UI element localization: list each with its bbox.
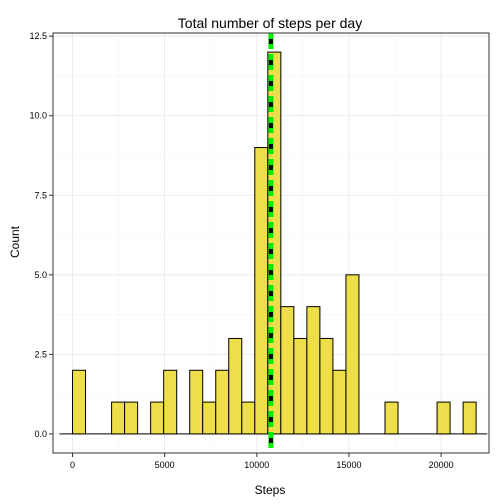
- histogram-bar: [72, 369, 87, 435]
- x-tick-label: 0: [70, 460, 75, 470]
- y-tick-label: 12.5: [29, 31, 47, 41]
- histogram-bar: [280, 306, 295, 435]
- histogram-bar: [228, 337, 243, 435]
- chart-title: Total number of steps per day: [178, 15, 362, 31]
- y-tick-label: 0.0: [34, 429, 47, 439]
- axes: 0 5000 10000 15000 20000 0.0 2.5 5.0 7.5 10.0 12.5: [29, 31, 453, 470]
- histogram-bars: [72, 51, 477, 435]
- x-tick-label: 10000: [244, 460, 269, 470]
- histogram-bar: [202, 401, 217, 435]
- histogram-bar: [150, 401, 165, 435]
- y-axis-label: Count: [8, 225, 22, 258]
- histogram-bar: [163, 369, 178, 435]
- histogram-bar: [124, 401, 139, 435]
- histogram-bar: [254, 147, 269, 435]
- histogram-bar: [241, 401, 256, 435]
- x-tick-label: 15000: [336, 460, 361, 470]
- x-tick-label: 20000: [429, 460, 454, 470]
- histogram-bar: [111, 401, 126, 435]
- y-tick-label: 10.0: [29, 111, 47, 121]
- histogram-bar: [462, 401, 477, 435]
- histogram-bar: [293, 337, 308, 435]
- y-tick-label: 7.5: [34, 190, 47, 200]
- histogram-bar: [319, 337, 334, 435]
- histogram-bar: [345, 274, 360, 435]
- histogram-bar: [436, 401, 451, 435]
- panel-border: [52, 32, 490, 454]
- histogram-bar: [215, 369, 230, 435]
- y-tick-label: 5.0: [34, 270, 47, 280]
- x-tick-label: 5000: [155, 460, 175, 470]
- histogram-bar: [306, 306, 321, 435]
- histogram-bar: [384, 401, 399, 435]
- histogram-bar: [332, 369, 347, 435]
- histogram-bar: [189, 369, 204, 435]
- x-axis-label: Steps: [255, 483, 286, 497]
- y-tick-label: 2.5: [34, 349, 47, 359]
